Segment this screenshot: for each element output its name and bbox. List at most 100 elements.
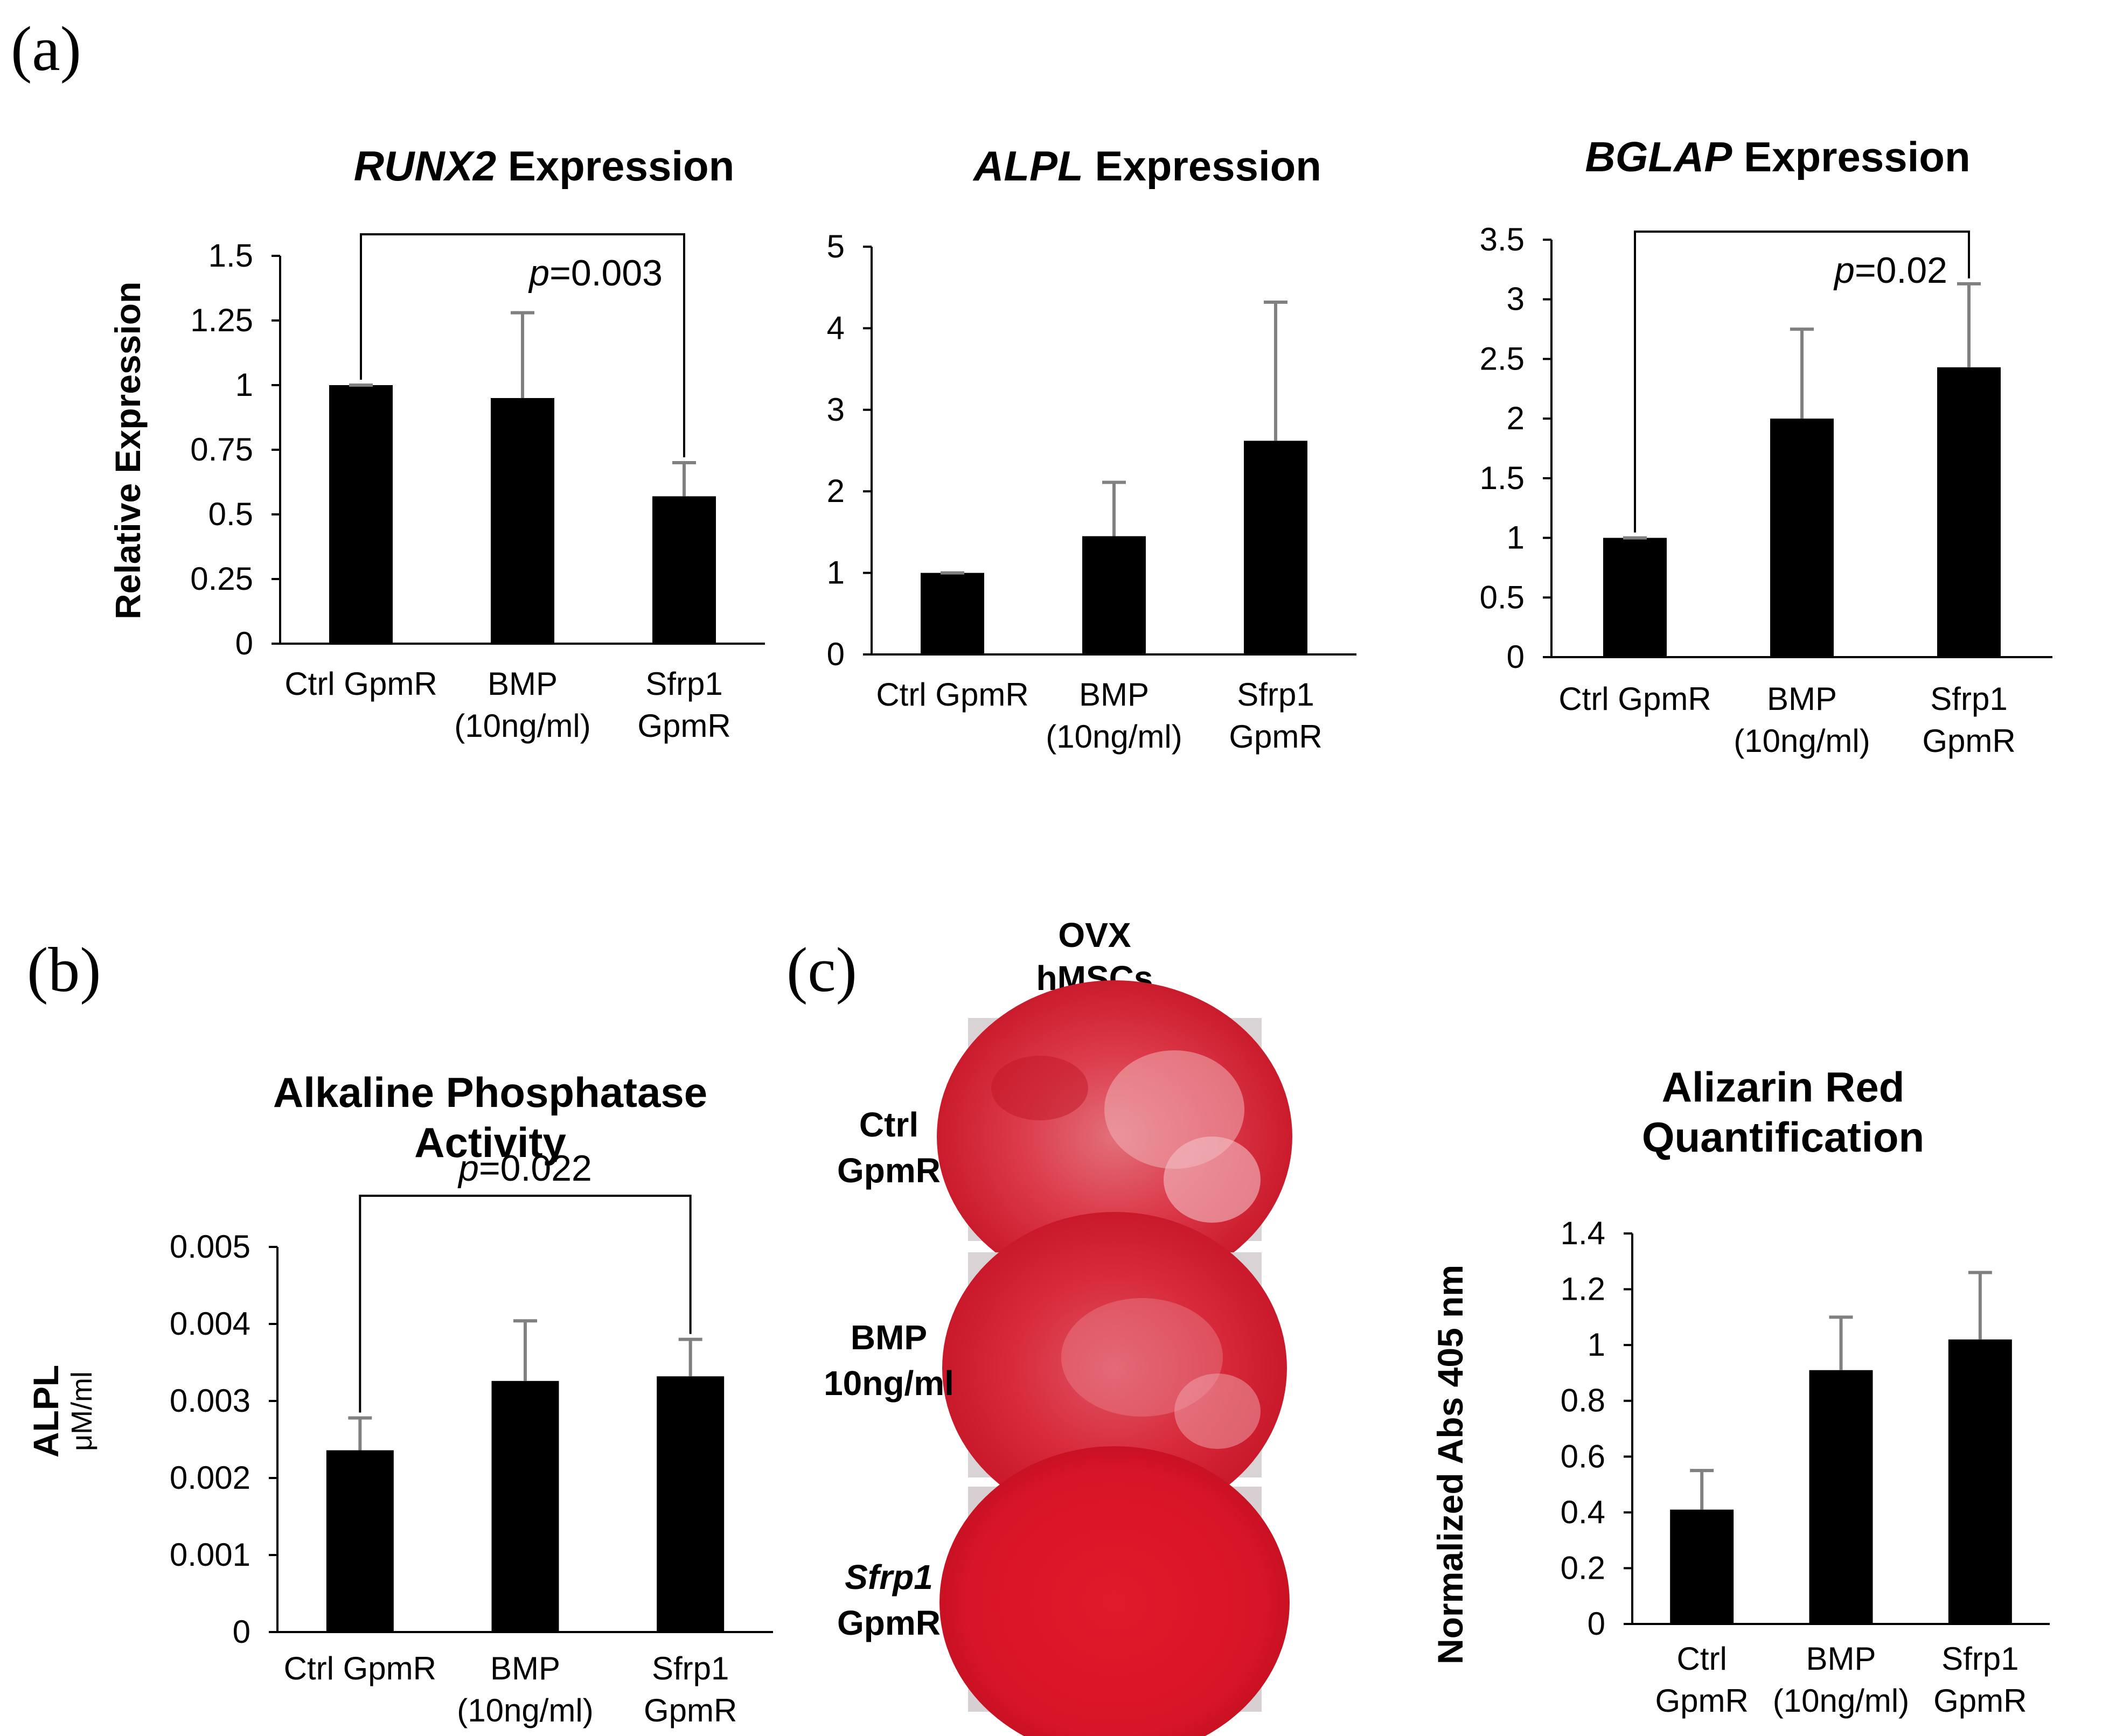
chart-title-suffix: Expression xyxy=(496,142,734,190)
y-tick-label: 5 xyxy=(827,228,845,264)
category-label: (10ng/ml) xyxy=(454,708,590,744)
chart-title-line: Quantification xyxy=(1642,1113,1924,1161)
category-label: (10ng/ml) xyxy=(1734,723,1870,759)
bar-1 xyxy=(1770,419,1834,657)
bar-1 xyxy=(1082,536,1146,654)
bar-0 xyxy=(1603,538,1667,657)
y-tick-label: 0.005 xyxy=(170,1229,250,1265)
well-row-label-bmp-line2: 10ng/ml xyxy=(824,1364,954,1403)
category-label: GpmR xyxy=(637,708,730,744)
category-label: BMP xyxy=(488,666,558,702)
category-label: (10ng/ml) xyxy=(1773,1683,1909,1719)
category-label: BMP xyxy=(1079,677,1149,713)
p-value-text: =0.022 xyxy=(479,1148,592,1189)
category-label: Ctrl GpmR xyxy=(284,666,437,702)
y-tick-label: 1 xyxy=(1588,1327,1605,1363)
p-value-label: p=0.022 xyxy=(457,1148,592,1189)
chart-title: RUNX2 Expression xyxy=(354,142,735,190)
category-label: (10ng/ml) xyxy=(457,1692,593,1728)
y-tick-label: 1.2 xyxy=(1561,1271,1605,1307)
bar-0 xyxy=(1670,1509,1734,1624)
category-label: BMP xyxy=(1806,1641,1876,1677)
bar-0 xyxy=(329,385,393,644)
p-value-symbol: p xyxy=(528,253,549,294)
y-tick-label: 2.5 xyxy=(1480,340,1525,377)
chart-title: ALPL Expression xyxy=(972,142,1321,190)
y-tick-label: 0 xyxy=(1507,639,1525,675)
category-label: (10ng/ml) xyxy=(1046,719,1182,755)
bar-0 xyxy=(921,573,984,654)
category-label: Ctrl GpmR xyxy=(876,677,1028,713)
category-label: BMP xyxy=(490,1650,560,1686)
well-row-label-sfrp1-line1: Sfrp1 xyxy=(845,1558,933,1596)
chart-title-suffix: Expression xyxy=(1083,142,1321,190)
y-axis-label: Normalized Abs 405 nm xyxy=(1430,1265,1470,1664)
y-tick-label: 1.5 xyxy=(1480,460,1525,496)
y-tick-label: 0 xyxy=(1588,1606,1605,1642)
y-tick-label: 1.4 xyxy=(1561,1215,1605,1251)
well-row-label-ctrl-line1: Ctrl xyxy=(859,1105,918,1144)
category-label: Sfrp1 xyxy=(1237,677,1314,713)
y-tick-label: 0.4 xyxy=(1561,1494,1605,1530)
bar-2 xyxy=(1937,367,2001,657)
y-tick-label: 3.5 xyxy=(1480,221,1525,257)
p-value-label: p=0.003 xyxy=(528,253,663,294)
category-label: GpmR xyxy=(1655,1683,1748,1719)
y-tick-label: 0.004 xyxy=(170,1306,250,1342)
category-label: GpmR xyxy=(1922,723,2015,759)
well-header-line1: OVX xyxy=(1058,916,1131,954)
y-axis-unit: μM/ml xyxy=(66,1371,98,1451)
y-tick-label: 2 xyxy=(827,473,845,509)
bar-2 xyxy=(1244,441,1307,654)
category-label: Ctrl GpmR xyxy=(284,1650,436,1686)
y-tick-label: 0 xyxy=(233,1614,250,1650)
well-image-ctrl xyxy=(937,980,1292,1293)
well-images: OVX hMSCs Ctrl GpmR BMP 10ng/m xyxy=(824,916,1292,1736)
y-tick-label: 0.001 xyxy=(170,1537,250,1573)
well-image-bmp xyxy=(942,1212,1287,1524)
y-tick-label: 0.2 xyxy=(1561,1550,1605,1586)
significance-bracket xyxy=(1634,231,1970,533)
well-row-label-sfrp1-line2: GpmR xyxy=(837,1603,941,1642)
category-label: GpmR xyxy=(644,1692,737,1728)
category-label: Sfrp1 xyxy=(1941,1641,2018,1677)
y-tick-label: 0.5 xyxy=(1480,579,1525,615)
chart-title-line: Alkaline Phosphatase xyxy=(273,1069,707,1116)
y-tick-label: 3 xyxy=(827,392,845,428)
y-tick-label: 2 xyxy=(1507,400,1525,436)
category-label: GpmR xyxy=(1933,1683,2027,1719)
bar-1 xyxy=(491,1381,559,1632)
panel-label-a: (a) xyxy=(11,13,81,84)
category-label: Sfrp1 xyxy=(1930,681,2007,717)
well-image-sfrp1 xyxy=(939,1446,1290,1736)
p-value-symbol: p xyxy=(457,1148,479,1189)
y-tick-label: 1 xyxy=(827,555,845,591)
y-tick-label: 0.5 xyxy=(208,496,253,532)
bar-1 xyxy=(491,398,554,644)
alpl-chart: ALPL Expression 0 1 2 3 4 5 Ctrl GpmR BMP (10ng/m… xyxy=(827,142,1356,755)
well-row-label-bmp-line1: BMP xyxy=(851,1318,927,1357)
category-label: GpmR xyxy=(1229,719,1322,755)
p-value-symbol: p xyxy=(1833,250,1855,291)
p-value-text: =0.003 xyxy=(549,253,663,294)
panel-label-b: (b) xyxy=(27,935,101,1005)
y-tick-label: 0.75 xyxy=(190,431,253,468)
chart-title-line: Alizarin Red xyxy=(1662,1063,1905,1111)
well-row-label-ctrl-line2: GpmR xyxy=(837,1151,941,1190)
chart-title-line: Activity xyxy=(414,1119,566,1166)
panel-label-c: (c) xyxy=(786,935,857,1005)
category-label: Ctrl GpmR xyxy=(1558,681,1711,717)
y-axis-label: ALPL xyxy=(26,1365,66,1458)
y-tick-label: 0.25 xyxy=(190,561,253,597)
chart-title-gene: ALPL xyxy=(972,142,1083,190)
y-tick-label: 0.003 xyxy=(170,1383,250,1419)
category-label: Sfrp1 xyxy=(652,1650,729,1686)
category-label: Sfrp1 xyxy=(645,666,722,702)
bar-2 xyxy=(652,496,716,644)
y-tick-label: 3 xyxy=(1507,281,1525,317)
bar-1 xyxy=(1809,1370,1873,1624)
bar-0 xyxy=(326,1450,394,1632)
